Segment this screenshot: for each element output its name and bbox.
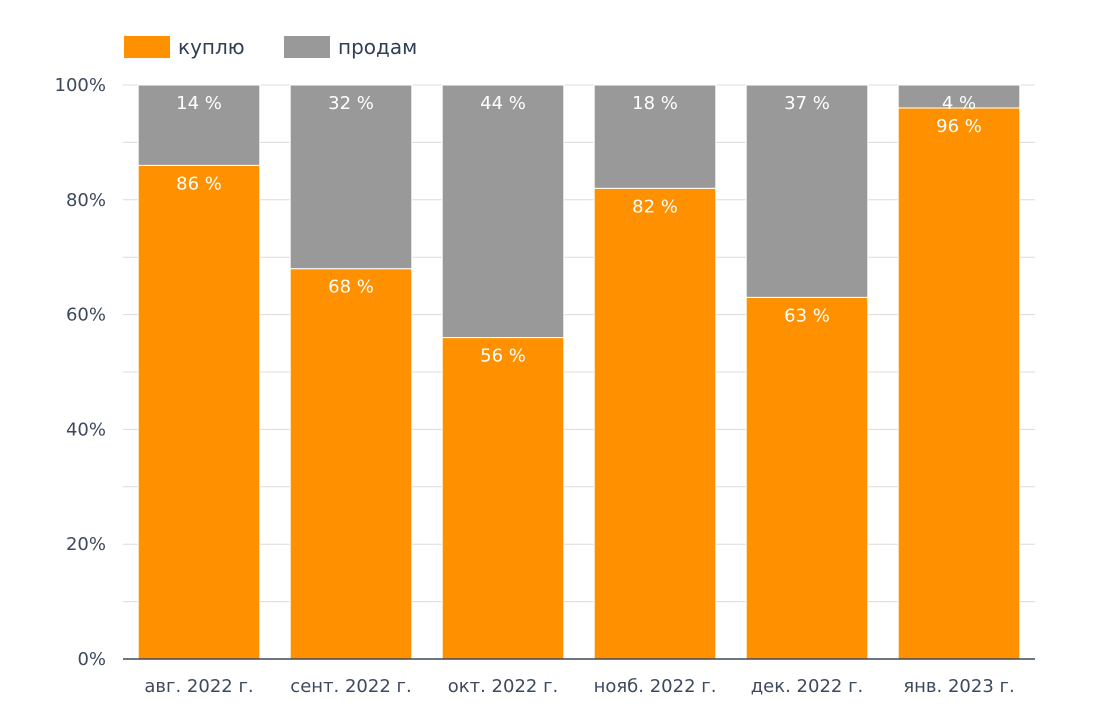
data-label: 14 % xyxy=(176,93,222,114)
bar-buy xyxy=(897,107,1021,660)
bars xyxy=(137,84,1021,660)
x-tick-label: авг. 2022 г. xyxy=(144,676,253,697)
y-tick-label: 60% xyxy=(66,305,106,326)
x-tick-label: янв. 2023 г. xyxy=(903,676,1014,697)
legend-label: продам xyxy=(338,35,417,59)
bar-buy xyxy=(745,296,869,660)
bar-buy xyxy=(137,164,261,660)
bar-buy xyxy=(289,268,413,660)
data-label: 63 % xyxy=(784,305,830,326)
x-tick-label: окт. 2022 г. xyxy=(448,676,559,697)
data-label: 44 % xyxy=(480,93,526,114)
y-tick-label: 0% xyxy=(77,649,106,670)
bar-buy xyxy=(441,337,565,660)
legend-swatch-buy xyxy=(124,36,170,58)
bar-buy xyxy=(593,187,717,660)
y-tick-label: 20% xyxy=(66,534,106,555)
bar-sell xyxy=(897,84,1021,109)
data-label: 96 % xyxy=(936,116,982,137)
data-label: 18 % xyxy=(632,93,678,114)
data-label: 56 % xyxy=(480,346,526,367)
y-tick-label: 80% xyxy=(66,190,106,211)
grid-lines xyxy=(123,84,1035,603)
data-label: 82 % xyxy=(632,196,678,217)
bar-sell xyxy=(745,84,869,298)
x-tick-label: дек. 2022 г. xyxy=(751,676,864,697)
y-tick-label: 100% xyxy=(55,75,106,96)
bar-sell xyxy=(289,84,413,270)
x-tick-label: сент. 2022 г. xyxy=(290,676,411,697)
data-labels: 86 % 14 % 68 % 32 % 56 % 44 % 82 % 18 % 63 % 37 %… xyxy=(176,93,982,367)
legend: куплю продам xyxy=(124,35,417,59)
legend-label: куплю xyxy=(178,35,245,59)
bar-sell xyxy=(441,84,565,339)
data-label: 37 % xyxy=(784,93,830,114)
legend-swatch-sell xyxy=(284,36,330,58)
data-label: 32 % xyxy=(328,93,374,114)
data-label: 68 % xyxy=(328,277,374,298)
x-tick-label: нояб. 2022 г. xyxy=(594,676,717,697)
data-label: 4 % xyxy=(942,93,976,114)
axes: 0% 20% 40% 60% 80% 100% авг. 2022 г. сент. 2022… xyxy=(55,75,1035,697)
y-tick-label: 40% xyxy=(66,419,106,440)
bar-sell xyxy=(137,84,261,166)
data-label: 86 % xyxy=(176,173,222,194)
bar-sell xyxy=(593,84,717,189)
